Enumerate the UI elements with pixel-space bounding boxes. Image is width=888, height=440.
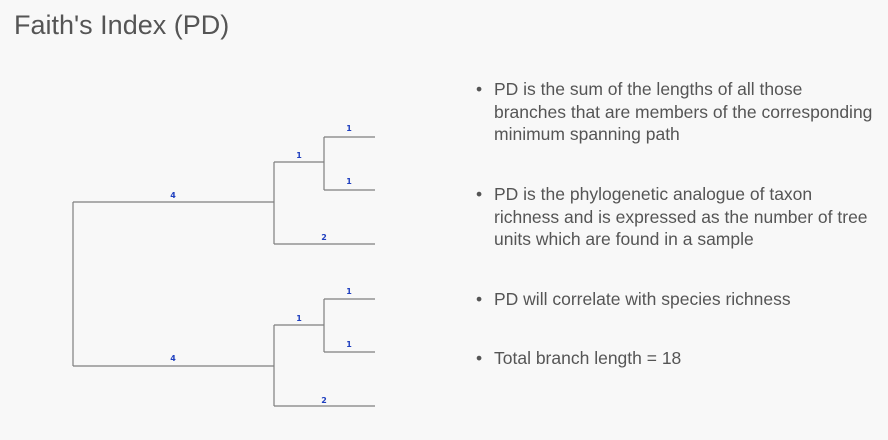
branch-label-top-root: 4	[170, 191, 176, 200]
branch-label-bottom-inner: 1	[296, 314, 302, 323]
slide-title: Faith's Index (PD)	[14, 10, 230, 40]
branch-label-top-leaf-b: 1	[346, 177, 352, 186]
bullet-text: PD will correlate with species richness	[494, 289, 791, 309]
bullet-text: PD is the sum of the lengths of all thos…	[494, 79, 873, 144]
bullet-dot-icon: •	[476, 184, 483, 204]
bullet-dot-icon: •	[476, 289, 483, 309]
branch-label-bottom-leaf-b: 1	[346, 340, 352, 349]
branch-label-bottom-root: 4	[170, 354, 176, 363]
branch-label-bottom-leaf-c: 2	[321, 396, 327, 405]
branch-label-top-inner: 1	[296, 151, 302, 160]
bullet-item: • PD is the sum of the lengths of all th…	[474, 78, 874, 146]
branch-label-bottom-leaf-a: 1	[346, 287, 352, 296]
bullet-text: Total branch length = 18	[494, 348, 682, 368]
bullet-item: • Total branch length = 18	[474, 347, 874, 370]
bullet-item: • PD is the phylogenetic analogue of tax…	[474, 183, 874, 251]
bullet-item: • PD will correlate with species richnes…	[474, 288, 874, 311]
bullet-dot-icon: •	[476, 348, 483, 368]
bullet-dot-icon: •	[476, 79, 483, 99]
bullet-text: PD is the phylogenetic analogue of taxon…	[494, 184, 868, 249]
branch-label-top-leaf-a: 1	[346, 124, 352, 133]
branch-label-top-leaf-c: 2	[321, 233, 327, 242]
